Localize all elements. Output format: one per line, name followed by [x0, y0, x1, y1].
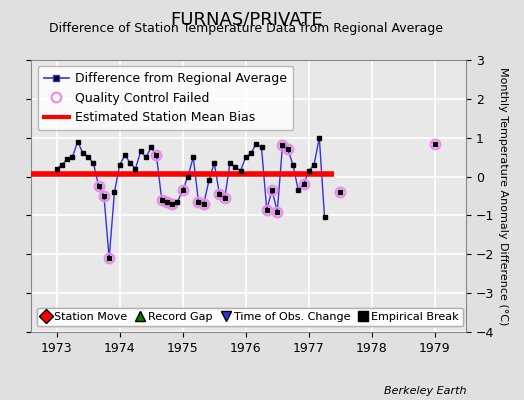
Text: Difference of Station Temperature Data from Regional Average: Difference of Station Temperature Data f… [49, 22, 443, 35]
Y-axis label: Monthly Temperature Anomaly Difference (°C): Monthly Temperature Anomaly Difference (… [498, 67, 508, 325]
Text: FURNAS/PRIVATE: FURNAS/PRIVATE [170, 10, 323, 28]
Legend: Station Move, Record Gap, Time of Obs. Change, Empirical Break: Station Move, Record Gap, Time of Obs. C… [37, 308, 463, 326]
Text: Berkeley Earth: Berkeley Earth [384, 386, 466, 396]
